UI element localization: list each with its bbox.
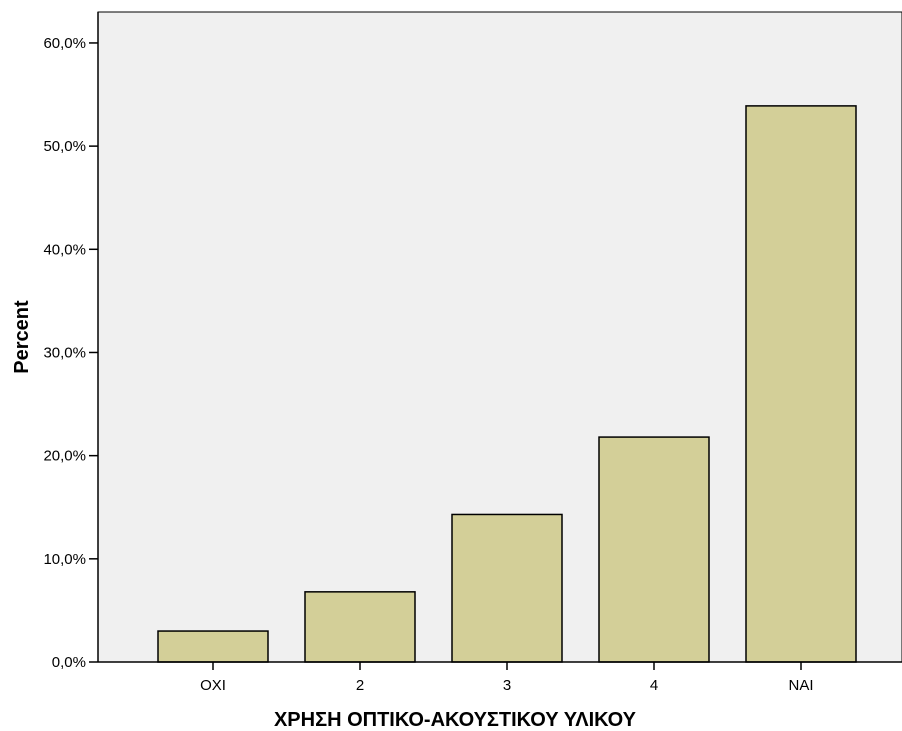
bar-4	[598, 436, 710, 663]
bar-2	[304, 591, 416, 663]
bar-3	[451, 513, 563, 663]
y-tick-label: 50,0%	[43, 138, 86, 155]
y-tick-label: 40,0%	[43, 241, 86, 258]
y-tick-label: 30,0%	[43, 344, 86, 361]
bar-1	[157, 630, 269, 663]
x-axis: ΟΧΙ 2 3 4 ΝΑΙ	[98, 661, 902, 694]
y-axis: 0,0% 10,0% 20,0% 30,0% 40,0% 50,0% 60,0%	[43, 12, 99, 671]
x-tick-label: 2	[356, 677, 364, 694]
x-tick-label: 4	[650, 677, 658, 694]
y-tick-label: 0,0%	[52, 654, 86, 671]
bar-5	[745, 105, 857, 663]
y-tick-label: 60,0%	[43, 35, 86, 52]
bars-group	[157, 105, 857, 663]
x-axis-title: ΧΡΗΣΗ ΟΠΤΙΚΟ-ΑΚΟΥΣΤΙΚΟΥ ΥΛΙΚΟΥ	[274, 709, 637, 731]
y-tick-label: 20,0%	[43, 448, 86, 465]
x-tick-label: 3	[503, 677, 511, 694]
x-tick-label: ΝΑΙ	[788, 677, 813, 694]
y-tick-label: 10,0%	[43, 551, 86, 568]
y-axis-title: Percent	[11, 300, 33, 374]
x-tick-label: ΟΧΙ	[200, 677, 226, 694]
